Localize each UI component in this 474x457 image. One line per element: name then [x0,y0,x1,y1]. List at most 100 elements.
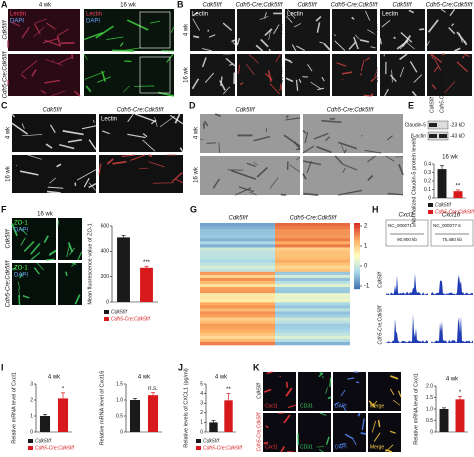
colorbar [354,271,360,274]
vessel [318,372,324,378]
vessel [239,82,244,86]
locus-box [430,219,474,247]
vessel [399,53,408,61]
vessel [49,177,57,184]
label: Cdh5-Cre;Cdk5f/f [327,108,375,114]
y-tick-label: 0 [430,429,433,435]
vessel [36,262,44,271]
y-tick-label: 4 [200,391,203,397]
label: Cdk5f/f [3,19,9,39]
colorbar [354,234,360,237]
vessel [234,187,252,196]
significance: * [459,390,462,396]
label: 16 wk [374,66,380,83]
heatmap-cell [275,335,350,340]
label: Cdk5f/f [235,108,255,114]
vessel [237,64,241,74]
inset [139,11,171,49]
micrograph [200,156,300,195]
legend-label: Cdk5f/f [435,202,451,208]
significance: * [62,386,65,392]
vessel [119,42,124,47]
vessel [325,436,330,445]
vessel [384,88,389,97]
colorbar [354,231,360,235]
heatmap-cell [275,244,350,248]
colorbar [354,273,360,276]
colorbar [354,253,360,257]
vessel [124,60,132,63]
vessel [389,388,395,396]
vessel [112,49,135,52]
vessel [65,271,68,277]
vessel [365,10,371,21]
vessel [327,396,332,400]
heatmap-cell [275,284,350,288]
vessel [296,156,301,161]
vessel [370,75,378,83]
vessel [264,73,273,80]
heatmap-cell [275,277,350,282]
vessel [454,47,461,52]
vessel [85,85,92,93]
label: Cdk5f/f [256,382,262,398]
micrograph [8,54,80,96]
heatmap-cell [200,280,275,285]
vessel [44,79,61,84]
y-tick-label: 3 [200,401,203,407]
vessel [179,147,184,153]
vessel [11,223,18,237]
legend-swatch [104,317,109,321]
vessel [340,389,346,397]
micrograph [12,114,96,152]
heatmap-cell [200,296,275,300]
chart-title: 4 wk [446,377,459,383]
micrograph [200,114,300,153]
vessel [361,418,365,431]
vessel [285,381,289,388]
vessel [269,83,281,95]
vessel [316,22,321,33]
panel-letter: G [190,204,197,214]
signal-track [386,273,428,295]
vessel [17,281,21,290]
vessel [359,39,370,43]
micrograph [298,372,331,411]
label: Cdk5f/f [429,97,435,113]
colorbar [354,284,360,287]
vessel [248,53,259,64]
band [429,134,437,138]
vessel [390,375,399,380]
vessel [263,441,269,445]
label: 75,480 kb [442,237,462,242]
vessel [294,23,302,28]
vessel [191,78,200,90]
legend-label: Cdh5-Cre;Cdk5f/f [111,316,151,322]
vessel [150,119,157,125]
label: Cdh5-Cre;Cdk5f/f [331,3,379,9]
vessel [121,154,136,158]
vessel [373,400,378,406]
vessel [302,173,307,180]
vessel [81,125,97,130]
significance: *** [143,260,151,266]
vessel [359,73,363,76]
heatmap-cell [200,338,275,343]
heatmap-cell [275,271,350,276]
vessel [295,79,299,91]
vessel [142,139,156,152]
label: Cdk5f/f [392,3,412,9]
vessel [51,90,66,97]
vessel [126,19,149,31]
legend-label: Cdh5-Cre;Cdk5f/f [35,445,75,451]
label: Cdk5f/f [202,3,222,9]
vessel [102,130,110,135]
vessel [451,23,455,27]
micrograph [427,9,472,51]
label: Cdh5-Cre;Cdk5f/f [6,259,12,307]
label: Cxcl1 [265,444,278,450]
heatmap-cell [275,250,350,254]
vessel [170,26,175,33]
colorbar [354,249,360,252]
legend-label: Cdh5-Cre;Cdk5f/f [435,209,474,215]
